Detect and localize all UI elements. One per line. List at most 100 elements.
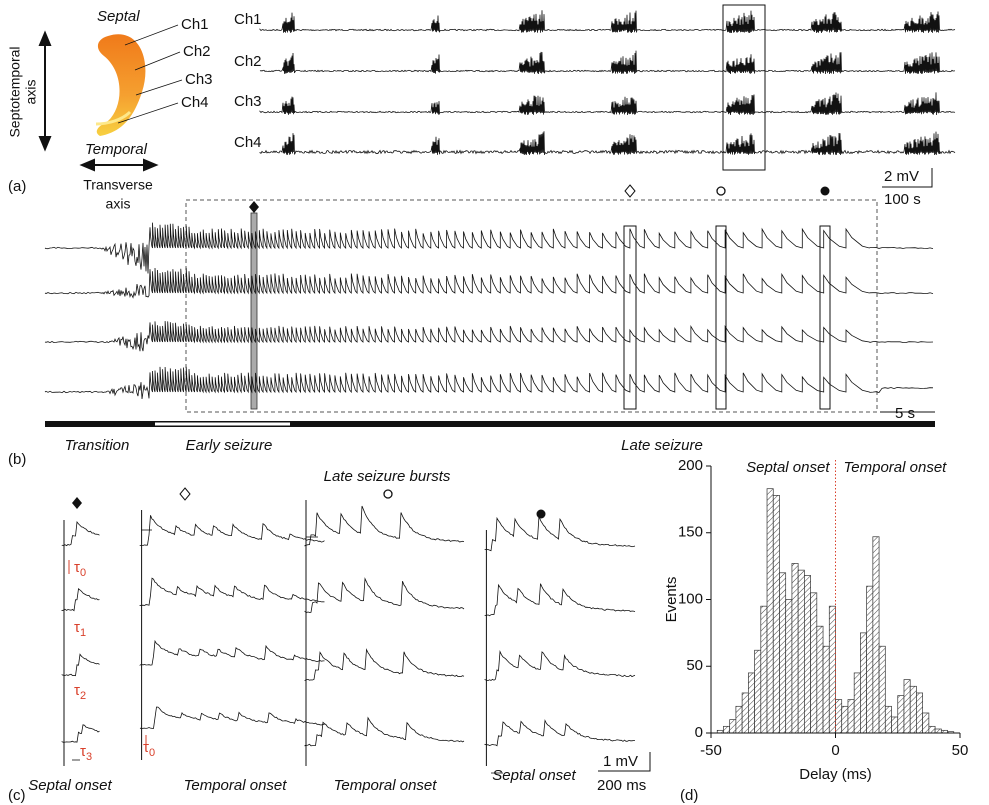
- horizontal-axis-label: axis: [106, 196, 131, 212]
- hist-bar: [816, 625, 824, 734]
- hist-bar: [804, 575, 811, 734]
- marker-open-circle: [383, 489, 393, 499]
- hist-bar: [723, 725, 731, 734]
- x-tick-label: 50: [952, 742, 969, 759]
- schematic-top: Septal: [97, 8, 140, 25]
- hist-bar: [934, 728, 942, 734]
- trace: [259, 10, 956, 34]
- hist-bar: [741, 692, 749, 734]
- marker-filled-diamond: [249, 201, 259, 213]
- trace: [139, 706, 325, 730]
- trace-label: Ch3: [234, 93, 262, 110]
- delay-label: τ0: [74, 559, 86, 579]
- channel-label: Ch4: [181, 94, 209, 111]
- hist-bar: [754, 649, 762, 734]
- panel-title: Late seizure bursts: [324, 468, 451, 485]
- hist-bar: [828, 605, 836, 734]
- y-tick-label: 200: [678, 457, 703, 474]
- annotation: Septal onset: [746, 459, 830, 476]
- trace: [304, 577, 465, 614]
- y-tick-label: 50: [686, 657, 703, 674]
- trace: [139, 515, 325, 547]
- y-tick-label: 100: [678, 590, 703, 607]
- y-tick-label: 0: [695, 724, 703, 741]
- marker-filled-circle: [820, 186, 830, 196]
- trace-label: Ch1: [234, 11, 262, 28]
- scale-label: 5 s: [895, 405, 915, 422]
- vertical-axis-label: axis: [23, 80, 39, 105]
- onset-label: Temporal onset: [334, 777, 438, 794]
- hist-bar: [835, 699, 843, 734]
- delay-ticks: [68, 560, 147, 750]
- marker-open-diamond: [179, 487, 191, 501]
- burst-boxes: [623, 225, 831, 410]
- hist-bar: [822, 645, 830, 734]
- trace: [259, 131, 956, 155]
- onset-label: Temporal onset: [184, 777, 288, 794]
- schematic: Septal Temporal Septotemporal axis Trans…: [7, 8, 213, 212]
- hippocampus-edge: [95, 110, 132, 126]
- hist-bar: [897, 695, 905, 734]
- scale-label: 2 mV: [884, 168, 919, 185]
- delay-label: τ3: [80, 743, 92, 763]
- hist-bar: [909, 685, 917, 734]
- trace: [139, 577, 325, 606]
- onset-arrows: [72, 529, 503, 774]
- trace: [484, 515, 636, 552]
- trace: [44, 366, 934, 400]
- phase-label: Early seizure: [186, 437, 273, 454]
- timeline-early: [155, 422, 290, 426]
- annotation: Temporal onset: [844, 459, 948, 476]
- hist-bar: [922, 712, 930, 734]
- trace: [259, 50, 955, 74]
- trace: [61, 520, 100, 547]
- hist-bar: [766, 488, 774, 734]
- phase-label: Late seizure: [621, 437, 703, 454]
- scale-bar: [598, 752, 651, 772]
- y-tick-label: 150: [678, 524, 703, 541]
- trace: [139, 639, 325, 666]
- vertical-axis-label: Septotemporal: [7, 46, 23, 137]
- hist-bar: [866, 585, 874, 734]
- trace: [44, 222, 934, 274]
- hist-bar: [878, 645, 886, 734]
- trace: [44, 321, 934, 352]
- hist-bar: [928, 725, 936, 734]
- delay-label: τ1: [74, 619, 86, 639]
- hist-bar: [916, 692, 923, 734]
- hist-bar: [903, 679, 911, 734]
- hist-bar: [847, 699, 855, 734]
- hist-bar: [891, 716, 899, 734]
- hist-bar: [779, 572, 787, 734]
- hist-bar: [841, 705, 849, 734]
- x-axis-label: Delay (ms): [799, 766, 872, 783]
- channel-label: Ch2: [183, 43, 211, 60]
- schematic-bottom: Temporal: [85, 141, 148, 158]
- phase-label: Transition: [65, 437, 130, 454]
- trace: [484, 719, 636, 747]
- channel-label: Ch1: [181, 16, 209, 33]
- zoom-box: [185, 199, 878, 413]
- axis-arrows: [38, 30, 159, 172]
- trace: [484, 583, 636, 617]
- x-tick-label: -50: [700, 742, 722, 759]
- panel-label: (c): [8, 787, 26, 804]
- hist-bar: [872, 536, 880, 734]
- trace: [61, 724, 100, 743]
- scale-label: 100 s: [884, 191, 921, 208]
- hist-bar: [797, 569, 805, 734]
- hist-bar: [791, 563, 799, 734]
- trace-label: Ch4: [234, 134, 262, 151]
- trace: [61, 653, 100, 677]
- delay-label: τ0: [143, 739, 155, 759]
- hist-bar: [884, 705, 892, 734]
- trace: [304, 648, 465, 682]
- channel-label: Ch3: [185, 71, 213, 88]
- hist-bar: [729, 719, 737, 734]
- scale-label: 200 ms: [597, 777, 646, 794]
- hist-bar: [860, 632, 867, 734]
- trace-label: Ch2: [234, 53, 262, 70]
- scale-bar: [882, 168, 933, 188]
